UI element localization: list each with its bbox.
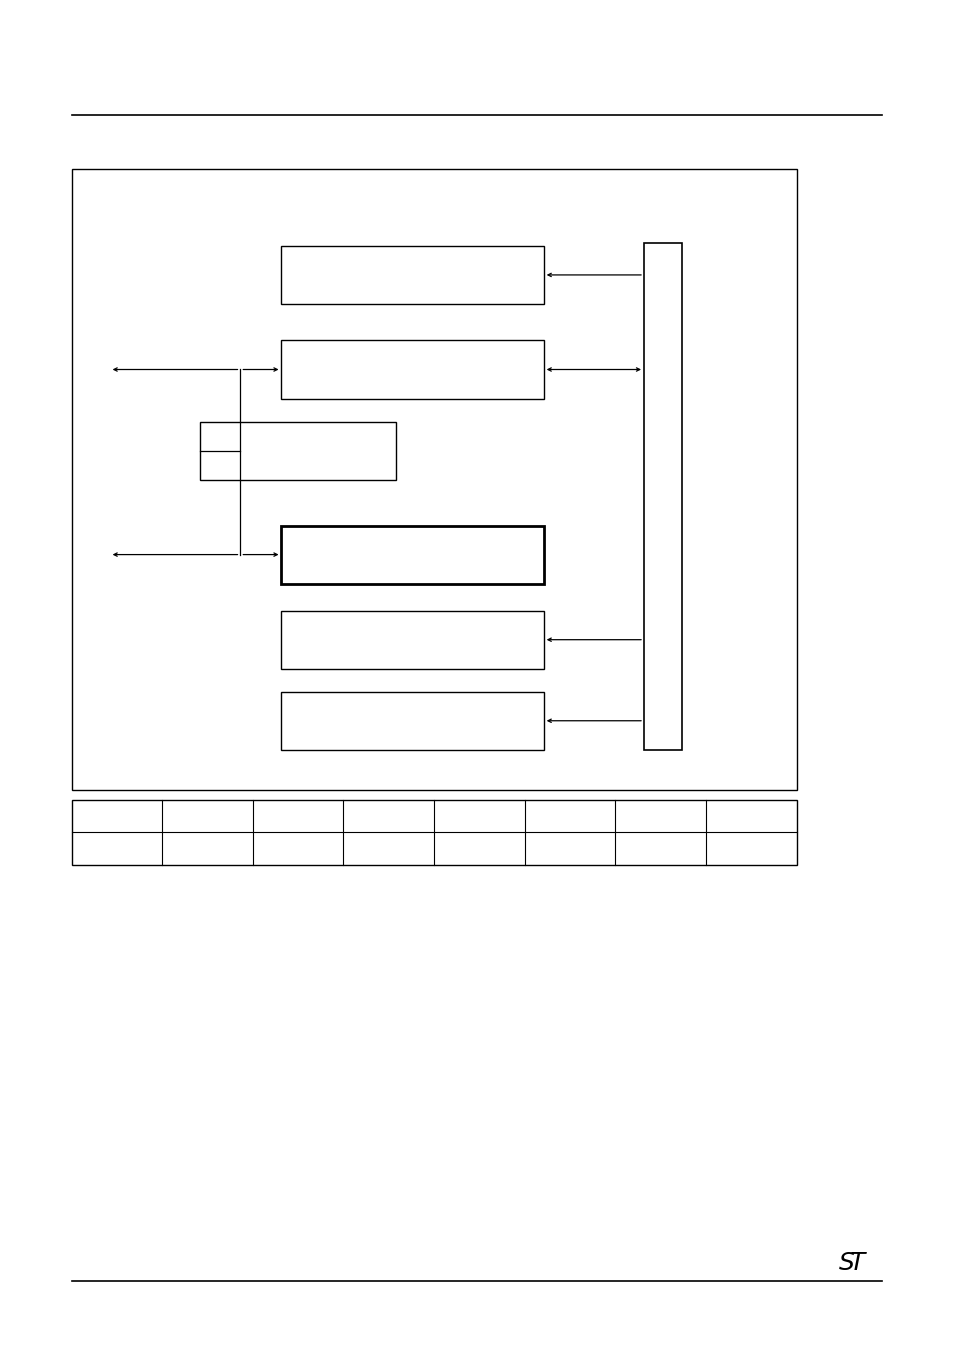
Bar	[281, 340, 543, 399]
Bar	[281, 611, 543, 669]
Bar	[71, 800, 796, 865]
Bar	[281, 526, 543, 584]
Bar	[281, 692, 543, 750]
Bar	[200, 422, 395, 480]
Text: $\mathbf{\mathit{S\!T}}$: $\mathbf{\mathit{S\!T}}$	[838, 1251, 868, 1275]
Bar	[281, 246, 543, 304]
Bar	[643, 243, 681, 750]
Bar	[71, 169, 796, 790]
